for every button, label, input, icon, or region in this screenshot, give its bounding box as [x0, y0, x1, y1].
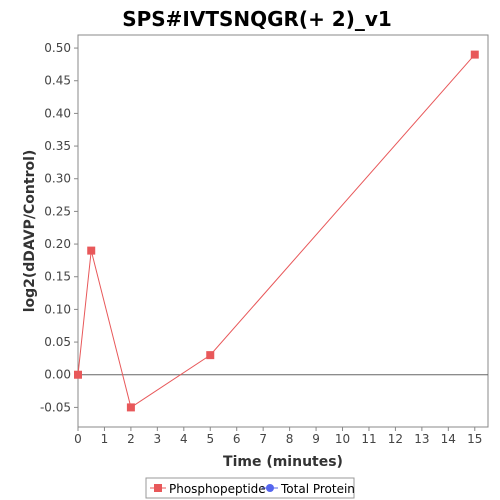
y-tick-label: 0.15 [44, 270, 71, 284]
x-tick-label: 1 [101, 432, 109, 446]
x-tick-label: 5 [206, 432, 214, 446]
series-layer [74, 50, 479, 412]
x-tick-label: 12 [388, 432, 403, 446]
x-tick-label: 7 [259, 432, 267, 446]
legend-label-phosphopeptide: Phosphopeptide [169, 482, 266, 496]
x-tick-label: 4 [180, 432, 188, 446]
data-point [470, 50, 479, 59]
x-tick-label: 8 [286, 432, 294, 446]
y-tick-label: 0.10 [44, 302, 71, 316]
x-tick-label: 14 [441, 432, 456, 446]
x-tick-label: 3 [154, 432, 162, 446]
x-axis-label: Time (minutes) [223, 454, 343, 470]
x-tick-label: 10 [335, 432, 350, 446]
y-tick-label: 0.05 [44, 335, 71, 349]
chart-title: SPS#IVTSNQGR(+ 2)_v1 [122, 7, 392, 31]
y-tick-label: 0.20 [44, 237, 71, 251]
y-tick-label: 0.00 [44, 368, 71, 382]
y-tick-label: 0.35 [44, 139, 71, 153]
x-tick-label: 13 [414, 432, 429, 446]
y-axis-label: log2(dDAVP/Control) [22, 150, 38, 313]
x-axis-ticks: 0 1 2 3 4 5 6 7 8 9 10 11 12 13 14 15 [74, 427, 482, 446]
legend-box [145, 477, 355, 499]
data-point [126, 403, 135, 412]
data-point [74, 370, 82, 379]
y-tick-label: -0.05 [40, 400, 71, 414]
x-tick-label: 0 [74, 432, 82, 446]
x-tick-label: 6 [233, 432, 241, 446]
y-tick-label: 0.45 [44, 74, 71, 88]
y-tick-label: 0.30 [44, 172, 71, 186]
x-tick-label: 2 [127, 432, 135, 446]
y-tick-label: 0.40 [44, 106, 71, 120]
legend-marker-phosphopeptide [154, 484, 162, 492]
legend: Phosphopeptide Total Protein [145, 477, 355, 499]
data-point [87, 246, 96, 255]
x-tick-label: 11 [361, 432, 376, 446]
legend-marker-total-protein [266, 484, 274, 492]
y-tick-label: 0.25 [44, 204, 71, 218]
data-point [206, 351, 215, 360]
x-tick-label: 15 [467, 432, 482, 446]
x-tick-label: 9 [312, 432, 320, 446]
plot-area [77, 34, 489, 428]
y-tick-label: 0.50 [44, 41, 71, 55]
legend-label-total-protein: Total Protein [280, 482, 355, 496]
y-axis-ticks: -0.05 0.00 0.05 0.10 0.15 0.20 0.25 0.30 0.35 0.4… [40, 41, 78, 414]
